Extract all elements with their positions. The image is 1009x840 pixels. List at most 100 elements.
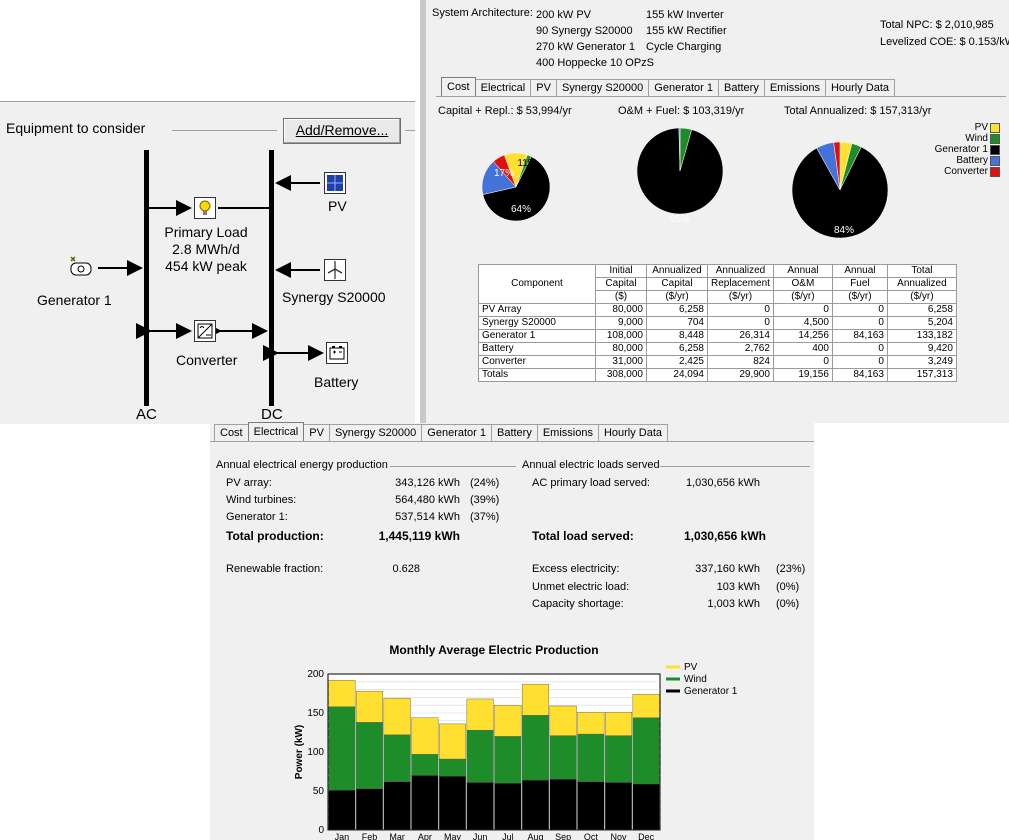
excess-pct: (23%) [776,563,806,575]
lightbulb-icon[interactable] [194,197,216,219]
table-cell: 704 [646,316,708,330]
column-header[interactable]: Total [886,264,957,278]
cost-pies: 17%11% 64% 95% 84% [481,127,889,239]
tab-baseline [436,96,1006,97]
ac-bus [144,150,149,406]
column-header[interactable]: Capital [595,277,647,291]
table-cell: 9,420 [886,342,957,356]
table-row[interactable]: PV Array 80,000 6,258 0 0 0 6,258 [478,303,957,317]
table-cell: Battery [478,342,596,356]
column-header[interactable]: Annualized [707,264,774,278]
bar-segment-generator-1 [328,790,356,831]
equipment-group-title: Equipment to consider [6,120,146,136]
column-header[interactable]: Component [478,264,596,304]
tab-hourly-data[interactable]: Hourly Data [597,424,669,441]
legend-item: Battery [896,155,1000,166]
column-header[interactable]: ($) [595,290,647,304]
generator-icon[interactable] [68,254,94,278]
pie-slice-generator-1 [636,127,724,215]
table-cell: 80,000 [595,342,647,356]
pie-percent-label: 95% [670,214,690,225]
table-cell: Converter [478,355,596,369]
tab-cost[interactable]: Cost [441,77,476,96]
bar-segment-pv [411,717,439,755]
column-header[interactable]: Initial [595,264,647,278]
tab-generator[interactable]: Generator 1 [421,424,492,441]
architecture-item: 400 Hoppecke 10 OPzS [536,57,655,69]
table-row[interactable]: Converter 31,000 2,425 824 0 0 3,249 [478,355,957,369]
column-header[interactable]: ($/yr) [831,290,888,304]
legend-swatch [990,166,1000,177]
column-header[interactable]: O&M [772,277,833,291]
column-header[interactable]: Replacement [707,277,774,291]
tab-generator[interactable]: Generator 1 [648,79,719,96]
wind-turbine-icon[interactable] [324,259,346,281]
x-tick-label: Mar [389,832,405,840]
solar-panel-icon[interactable] [324,172,346,194]
total-npc: Total NPC: $ 2,010,985 [880,19,994,31]
pv-label: PV [328,198,347,214]
table-cell: 0 [831,355,888,369]
architecture-item: 270 kW Generator 1 [536,41,636,53]
column-header[interactable]: ($/yr) [886,290,957,304]
column-header[interactable]: Annualized [646,264,708,278]
group-divider [172,130,277,131]
bar-segment-generator-1 [438,775,467,831]
loads-section-title: Annual electric loads served [522,459,660,471]
column-header[interactable]: Annualized [886,277,957,291]
tab-battery[interactable]: Battery [717,79,765,96]
tab-emissions[interactable]: Emissions [536,424,599,441]
tab-synergy[interactable]: Synergy S20000 [555,79,650,96]
bar-segment-generator-1 [494,782,522,831]
column-header[interactable]: Annual [831,264,888,278]
legend-label: Generator 1 [684,686,738,697]
table-cell: 84,163 [831,329,888,343]
battery-icon[interactable] [326,342,348,364]
column-header[interactable]: Capital [646,277,708,291]
x-tick-label: Dec [638,832,655,840]
tab-cost[interactable]: Cost [214,424,249,441]
tab-synergy[interactable]: Synergy S20000 [328,424,423,441]
table-row[interactable]: Generator 1 108,000 8,448 26,314 14,256 84,16… [478,329,957,343]
table-row[interactable]: Battery 80,000 6,258 2,762 400 0 9,420 [478,342,957,356]
tab-pv[interactable]: PV [303,424,330,441]
cost-table-wrap: Component Initial Annualized Annualized Annu… [478,264,957,382]
converter-icon[interactable] [194,320,216,342]
tab-electrical[interactable]: Electrical [247,422,305,441]
tab-battery[interactable]: Battery [490,424,538,441]
total-production-label: Total production: [226,529,324,543]
table-row[interactable]: Synergy S20000 9,000 704 0 4,500 0 5,204 [478,316,957,330]
table-row[interactable]: Totals 308,000 24,094 29,900 19,156 84,163 157… [478,368,957,382]
bar-segment-wind [466,729,494,783]
y-axis-label: Power (kW) [294,725,305,779]
legend-label: Wind [965,133,988,144]
pie-percent-label: 84% [834,225,854,236]
pie-slice-generator-1 [791,146,889,239]
x-tick-label: Oct [584,832,599,840]
bar-segment-wind [438,758,467,777]
table-cell: 400 [772,342,833,356]
add-remove-button[interactable]: Add/Remove... [283,118,401,144]
bar-segment-wind [355,722,384,789]
tab-hourly-data[interactable]: Hourly Data [824,79,896,96]
bar-segment-pv [438,723,467,760]
table-cell: 0 [831,342,888,356]
column-header[interactable]: ($/yr) [646,290,708,304]
y-tick-label: 100 [307,747,324,758]
column-header[interactable]: ($/yr) [772,290,833,304]
bar-segment-wind [577,733,605,782]
architecture-item: Cycle Charging [646,41,722,53]
column-header[interactable]: Fuel [831,277,888,291]
x-tick-label: Jan [335,832,350,840]
table-cell: Totals [478,368,596,382]
pie1-title: Capital + Repl.: $ 53,994/yr [438,105,572,117]
bar-segment-generator-1 [411,775,439,831]
legend-swatch [990,133,1000,144]
legend-label: Converter [944,166,988,177]
column-header[interactable]: ($/yr) [707,290,774,304]
tab-emissions[interactable]: Emissions [763,79,826,96]
table-cell: 6,258 [886,303,957,317]
column-header[interactable]: Annual [772,264,833,278]
unmet-label: Unmet electric load: [532,581,630,593]
table-cell: 0 [831,316,888,330]
